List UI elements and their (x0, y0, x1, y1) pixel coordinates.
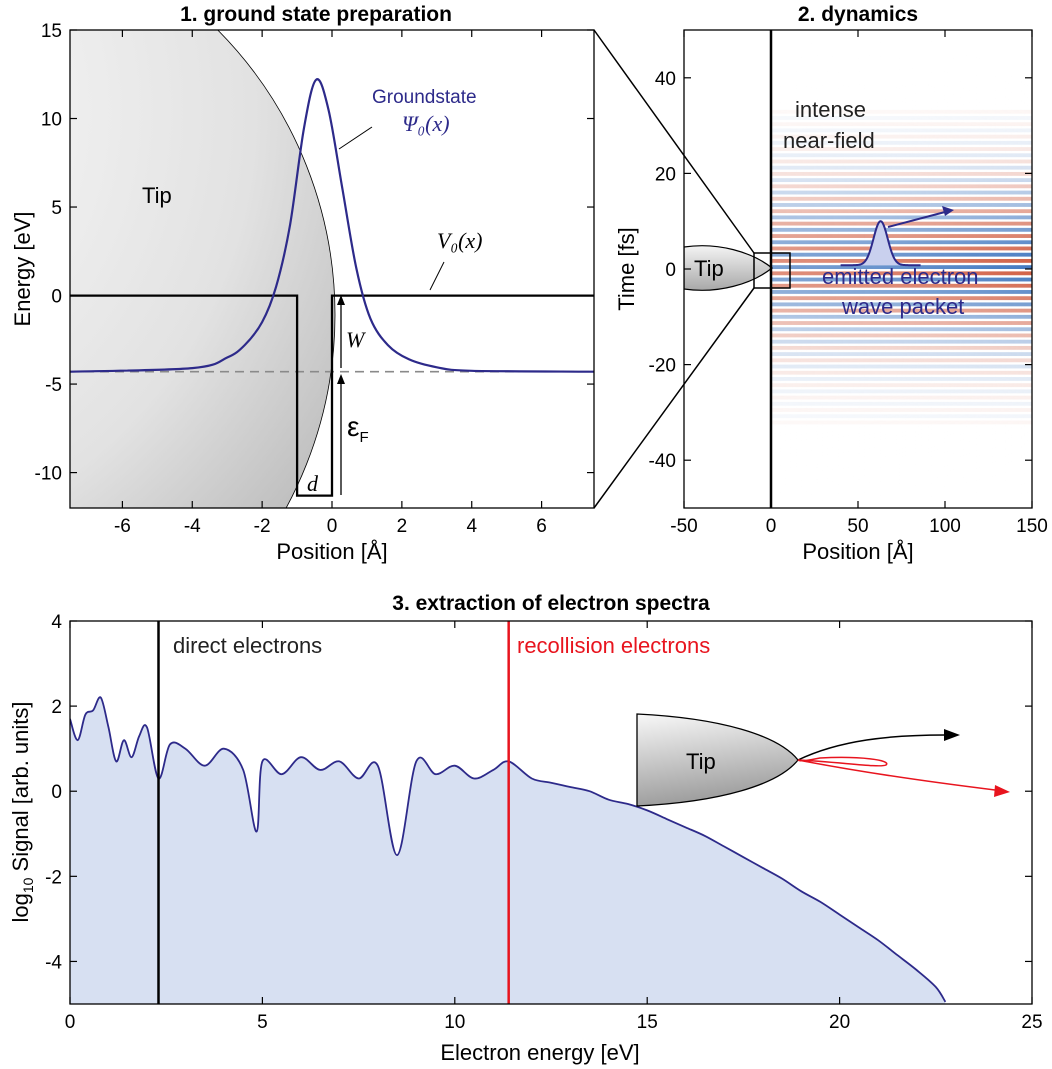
x-tick-label: 150 (1016, 516, 1048, 537)
zoom-line-bottom (593, 287, 755, 509)
x-tick-label: -4 (184, 516, 201, 537)
y-tick-label: -10 (35, 464, 62, 485)
plot-frame (69, 620, 1033, 1005)
x-tick-label: 50 (847, 516, 868, 537)
packet-arrow (887, 211, 946, 228)
y-tick-label: 2 (51, 697, 62, 718)
y-tick-label: 0 (51, 782, 62, 803)
x-tick-label: -50 (670, 516, 697, 537)
dynamics-panel: 2. dynamics intense near-field emitted e… (614, 3, 1048, 564)
panel2-title: 2. dynamics (798, 3, 918, 26)
groundstate-label: Groundstate (372, 87, 477, 108)
panel3-y-ticks: -4 -2 0 2 4 (45, 612, 1032, 973)
y-tick-label: -2 (45, 867, 62, 888)
packet-label-2: wave packet (841, 294, 964, 319)
panel1-y-ticks: -10 -5 0 5 10 15 (35, 21, 594, 485)
x-tick-label: 2 (397, 516, 408, 537)
tip-label-3: Tip (686, 749, 716, 774)
field-fade (772, 30, 1032, 508)
y-tick-label: 15 (41, 21, 62, 42)
tip-label-2: Tip (694, 256, 724, 281)
tip-shape-3 (636, 713, 799, 807)
zoom-box (753, 252, 791, 289)
panel3-axes (69, 620, 1033, 1005)
y-tick-label: -20 (649, 356, 676, 377)
panel1-xlabel: Position [Å] (276, 539, 387, 564)
tip-label-1: Tip (142, 183, 172, 208)
panel2-xlabel: Position [Å] (802, 539, 913, 564)
y-tick-label: 0 (51, 287, 62, 308)
direct-electrons-label: direct electrons (173, 633, 322, 658)
electron-wave-packet (840, 220, 921, 267)
y-tick-label: 5 (51, 198, 62, 219)
work-function-arrowhead (337, 295, 345, 305)
panel1-ylabel: Energy [eV] (10, 212, 35, 327)
groundstate-curve (70, 78, 594, 373)
packet-arrowhead (942, 206, 954, 216)
potential-label: V₀(x) (437, 228, 483, 253)
x-tick-label: 20 (829, 1012, 850, 1033)
spectra-panel: 3. extraction of electron spectra direct… (8, 592, 1043, 1065)
y-tick-label: -4 (45, 952, 62, 973)
panel3-ylabel: log10 Signal [arb. units] (8, 701, 36, 922)
direct-trajectory-arrowhead (944, 729, 960, 741)
fermi-epsilon: ε (347, 411, 359, 442)
ground-state-panel: 1. ground state preparation -6 -4 -2 0 2 4 6 -… (10, 3, 595, 564)
ylabel-rest: Signal [arb. units] (8, 701, 33, 877)
ylabel-log-sub: 10 (20, 877, 36, 893)
x-tick-label: 0 (766, 516, 777, 537)
direct-trajectory (797, 734, 946, 761)
x-tick-label: 6 (536, 516, 547, 537)
fermi-subscript: F (359, 429, 368, 446)
near-field-label-1: intense (795, 97, 866, 122)
x-tick-label: 15 (637, 1012, 658, 1033)
x-tick-label: -2 (254, 516, 271, 537)
recollision-trajectory (797, 756, 996, 791)
panel2-x-ticks: -50 0 50 100 150 (670, 30, 1048, 537)
y-tick-label: -5 (45, 375, 62, 396)
tip-sphere (70, 30, 336, 508)
work-function-label: W (346, 327, 366, 352)
fermi-energy-label: εF (347, 411, 369, 446)
x-tick-label: 100 (929, 516, 961, 537)
psi-leader (338, 126, 373, 150)
spectrum-line (70, 696, 947, 1003)
potential-leader (429, 261, 445, 291)
recollision-electrons-label: recollision electrons (517, 633, 710, 658)
y-tick-label: 10 (41, 110, 62, 131)
ylabel-log: log (8, 893, 33, 922)
zoom-connectors (593, 29, 755, 509)
x-tick-label: 0 (65, 1012, 76, 1033)
recollision-trajectory-arrowhead (994, 785, 1010, 797)
panel3-x-ticks: 0 5 10 15 20 25 (65, 621, 1043, 1033)
x-tick-label: -6 (114, 516, 131, 537)
y-tick-label: 40 (655, 69, 676, 90)
y-tick-label: 20 (655, 164, 676, 185)
fermi-energy-arrowhead (337, 374, 345, 384)
panel1-title: 1. ground state preparation (180, 3, 452, 26)
y-tick-label: -40 (649, 451, 676, 472)
panel1-x-ticks: -6 -4 -2 0 2 4 6 (114, 30, 547, 537)
well-width-label: d (307, 471, 319, 496)
panel3-xlabel: Electron energy [eV] (440, 1040, 639, 1065)
y-tick-label: 0 (665, 260, 676, 281)
y-tick-label: 4 (51, 612, 62, 633)
potential-curve (70, 294, 594, 497)
x-tick-label: 5 (257, 1012, 268, 1033)
panel2-y-ticks: -40 -20 0 20 40 (649, 69, 1032, 472)
near-field-label-2: near-field (783, 128, 875, 153)
x-tick-label: 4 (466, 516, 477, 537)
panel3-title: 3. extraction of electron spectra (392, 592, 710, 615)
panel2-ylabel: Time [fs] (614, 227, 639, 311)
packet-label-1: emitted electron (822, 264, 979, 289)
zoom-line-top (593, 29, 755, 254)
x-tick-label: 10 (444, 1012, 465, 1033)
psi-label: Ψ₀(x) (402, 111, 450, 136)
x-tick-label: 25 (1021, 1012, 1042, 1033)
x-tick-label: 0 (327, 516, 338, 537)
